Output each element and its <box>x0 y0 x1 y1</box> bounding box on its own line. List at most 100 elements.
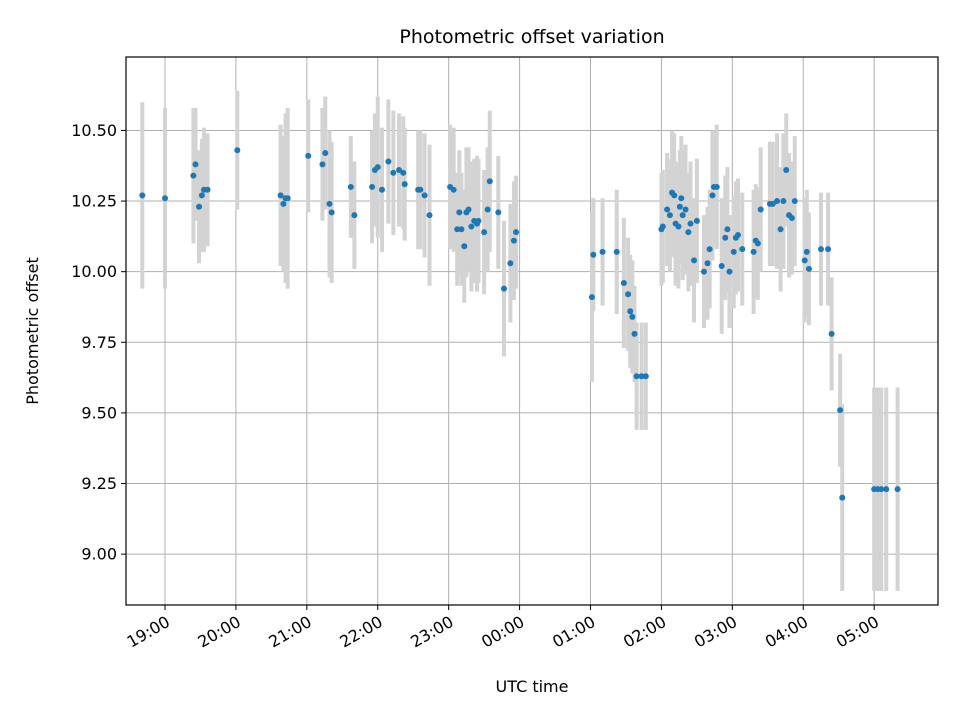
y-axis-ticks: 9.00 9.25 9.50 9.75 10.00 10.25 10.50 <box>71 121 126 564</box>
data-point <box>675 223 682 230</box>
data-point <box>777 226 784 233</box>
data-point <box>588 294 595 301</box>
x-axis-label: UTC time <box>496 677 569 696</box>
y-tick-label: 10.00 <box>71 262 117 281</box>
data-point <box>713 183 720 190</box>
y-tick-label: 9.50 <box>81 403 117 422</box>
data-point <box>803 248 810 255</box>
data-point <box>500 285 507 292</box>
data-point <box>687 220 694 227</box>
data-point <box>788 215 795 222</box>
data-point <box>679 212 686 219</box>
data-point <box>659 223 666 230</box>
data-point <box>198 192 205 199</box>
y-axis-label: Photometric offset <box>23 257 42 405</box>
data-point <box>456 209 463 216</box>
data-point <box>805 265 812 272</box>
data-point <box>139 192 146 199</box>
data-point <box>379 186 386 193</box>
data-point <box>700 268 707 275</box>
data-point <box>613 248 620 255</box>
data-point <box>627 308 634 315</box>
data-point <box>783 166 790 173</box>
data-point <box>754 240 761 247</box>
data-point <box>400 169 407 176</box>
data-point <box>631 330 638 337</box>
data-point <box>484 206 491 213</box>
data-point <box>162 195 169 202</box>
data-point <box>495 209 502 216</box>
data-point <box>204 186 211 193</box>
data-point <box>718 263 725 270</box>
data-point <box>468 223 475 230</box>
data-point <box>724 226 731 233</box>
plot-frame <box>125 56 939 606</box>
data-point <box>328 209 335 216</box>
data-point <box>374 164 381 171</box>
data-point <box>757 206 764 213</box>
data-point <box>730 248 737 255</box>
data-point <box>426 212 433 219</box>
data-point <box>750 248 757 255</box>
data-point <box>878 486 885 493</box>
data-point <box>351 212 358 219</box>
data-point <box>305 152 312 159</box>
data-point <box>192 161 199 168</box>
data-point <box>396 166 403 173</box>
y-tick-label: 9.00 <box>81 545 117 564</box>
data-point <box>769 200 776 207</box>
data-point <box>817 246 824 253</box>
data-point <box>828 330 835 337</box>
data-point <box>837 407 844 414</box>
data-point <box>510 237 517 244</box>
y-tick-label: 10.50 <box>71 121 117 140</box>
data-point <box>633 373 640 380</box>
data-point <box>513 229 520 236</box>
data-point <box>454 226 461 233</box>
data-point <box>599 248 606 255</box>
data-point <box>780 198 787 205</box>
data-point <box>894 486 901 493</box>
data-point <box>620 279 627 286</box>
data-point <box>347 183 354 190</box>
data-point <box>883 486 890 493</box>
data-point <box>421 192 428 199</box>
data-point <box>280 200 287 207</box>
data-point <box>801 257 808 264</box>
data-point <box>839 494 846 501</box>
y-tick-label: 9.25 <box>81 474 117 493</box>
data-point <box>481 229 488 236</box>
data-point <box>385 158 392 165</box>
data-point <box>450 186 457 193</box>
data-point <box>326 200 333 207</box>
data-point <box>458 226 465 233</box>
data-point <box>284 195 291 202</box>
data-point <box>638 373 645 380</box>
data-point <box>401 181 408 188</box>
data-point <box>234 147 241 154</box>
data-point <box>678 195 685 202</box>
data-points <box>139 147 901 501</box>
data-point <box>739 246 746 253</box>
data-point <box>791 198 798 205</box>
data-point <box>590 251 597 258</box>
data-point <box>691 257 698 264</box>
data-point <box>486 178 493 185</box>
data-point <box>709 192 716 199</box>
chart-title: Photometric offset variation <box>399 26 664 48</box>
data-point <box>277 192 284 199</box>
data-point <box>685 229 692 236</box>
y-tick-label: 9.75 <box>81 333 117 352</box>
data-point <box>666 212 673 219</box>
data-point <box>319 161 326 168</box>
data-point <box>190 172 197 179</box>
data-point <box>726 268 733 275</box>
data-point <box>735 231 742 238</box>
data-point <box>825 246 832 253</box>
data-point <box>671 192 678 199</box>
data-point <box>664 206 671 213</box>
data-point <box>322 150 329 157</box>
data-point <box>642 373 649 380</box>
